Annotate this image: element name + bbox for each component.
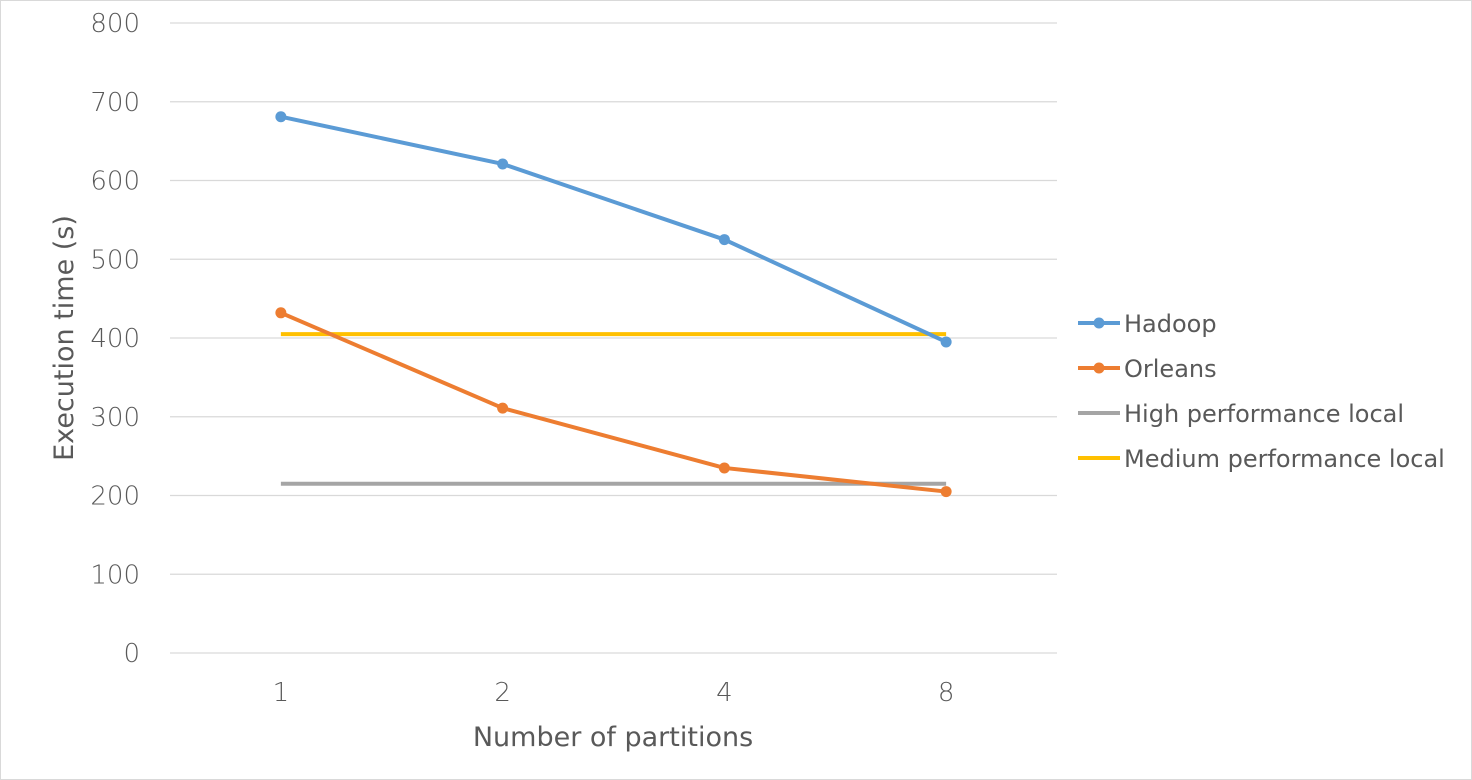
- y-tick-label: 300: [90, 403, 140, 433]
- y-tick-label: 200: [90, 482, 140, 512]
- y-tick-label: 500: [90, 245, 140, 275]
- data-point: [497, 402, 509, 414]
- y-tick-label: 400: [90, 324, 140, 354]
- x-tick-label: 1: [273, 678, 290, 708]
- legend-label-hadoop: Hadoop: [1124, 310, 1217, 338]
- legend: Hadoop Orleans High performance local Mediu…: [1078, 310, 1445, 473]
- legend-marker: [1093, 362, 1105, 374]
- legend-marker: [1093, 317, 1105, 329]
- y-tick-label: 600: [90, 167, 140, 197]
- x-tick-label: 4: [716, 678, 733, 708]
- data-point: [940, 486, 952, 498]
- y-tick-label: 100: [90, 560, 140, 590]
- data-point: [275, 307, 287, 319]
- x-axis-tick-labels: 1 2 4 8: [273, 678, 955, 708]
- legend-label-orleans: Orleans: [1124, 355, 1217, 383]
- x-axis-title: Number of partitions: [473, 722, 753, 753]
- y-tick-label: 700: [90, 88, 140, 118]
- data-point: [718, 234, 730, 246]
- y-axis-tick-labels: 0 100 200 300 400 500 600 700 800: [90, 9, 140, 669]
- legend-label-high-performance-local: High performance local: [1124, 400, 1404, 428]
- y-tick-label: 0: [123, 639, 140, 669]
- series-lines: [275, 111, 952, 498]
- x-tick-label: 8: [938, 678, 955, 708]
- data-point: [940, 336, 952, 348]
- x-tick-label: 2: [494, 678, 511, 708]
- series-line-hadoop: [280, 114, 947, 344]
- series-line-orleans: [280, 310, 947, 494]
- y-tick-label: 800: [90, 9, 140, 39]
- legend-label-medium-performance-local: Medium performance local: [1124, 445, 1445, 473]
- data-point: [497, 158, 509, 170]
- gridlines: [170, 22, 1057, 654]
- data-point: [275, 111, 287, 123]
- y-axis-title: Execution time (s): [49, 215, 80, 461]
- data-point: [718, 462, 730, 474]
